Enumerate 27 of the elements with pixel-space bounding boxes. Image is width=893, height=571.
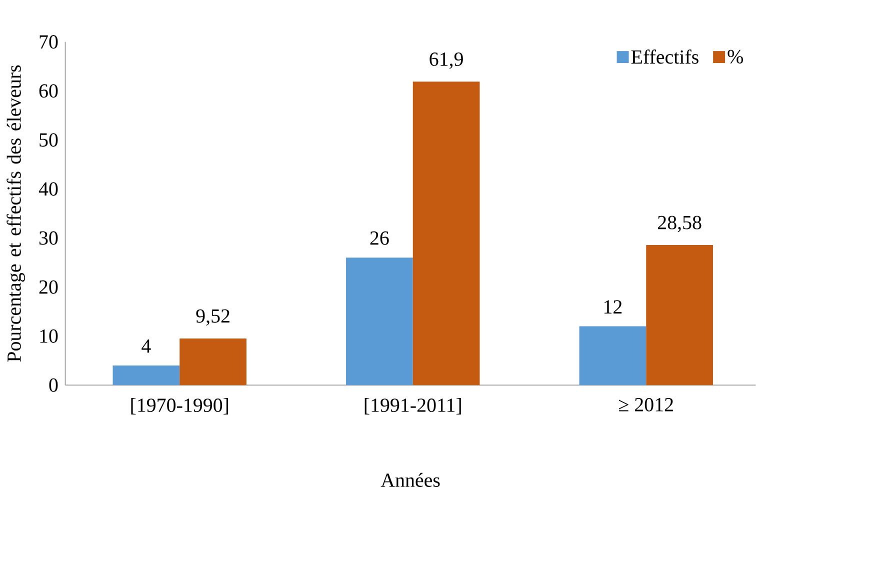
bar <box>112 366 180 386</box>
data-label: 9,52 <box>196 309 230 326</box>
data-label: 12 <box>604 300 622 314</box>
data-label: 4 <box>142 340 151 353</box>
data-label: 61,9 <box>430 52 463 69</box>
bar <box>346 258 413 386</box>
x-tick-label: [1991-2011] <box>364 398 461 415</box>
bar <box>180 338 246 386</box>
legend-label: % <box>728 50 743 64</box>
bar <box>412 82 480 386</box>
data-label: 26 <box>370 232 389 245</box>
legend-label: Effectifs <box>631 50 698 64</box>
data-label: 28,58 <box>658 216 702 232</box>
y-tick-label: 0 <box>49 378 58 392</box>
y-tick-label: 40 <box>38 182 58 196</box>
y-axis-title: Pourcentage et effectifs des éleveurs <box>6 65 26 362</box>
y-tick-label: 30 <box>39 231 58 245</box>
y-tick-label: 60 <box>39 84 58 98</box>
y-tick-label: 20 <box>39 280 58 294</box>
bar <box>579 326 646 386</box>
y-tick-label: 10 <box>40 330 58 343</box>
x-tick-label: ≥ 2012 <box>619 398 673 412</box>
x-tick-label: [1970-1990] <box>131 398 228 415</box>
bar <box>646 245 713 386</box>
y-tick-label: 70 <box>40 35 58 49</box>
x-axis-title: Années <box>380 473 440 488</box>
y-tick-label: 50 <box>40 133 58 147</box>
